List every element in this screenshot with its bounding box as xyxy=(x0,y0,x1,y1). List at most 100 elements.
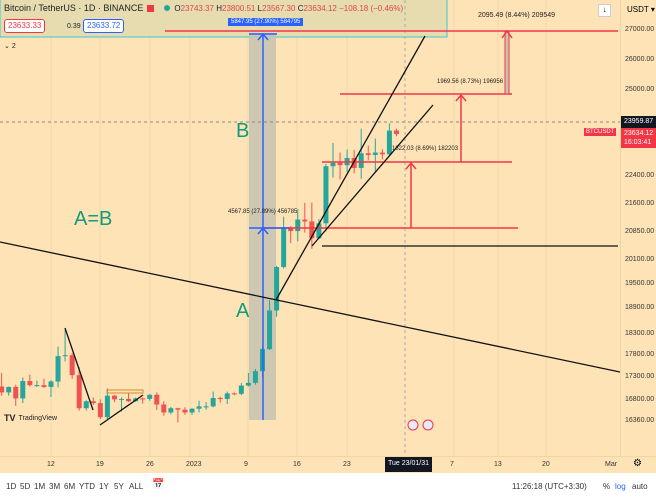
range-button-all[interactable]: ALL xyxy=(129,482,144,491)
chart-canvas[interactable] xyxy=(0,0,620,456)
range-label-a: 4567.85 (27.89%) 456785 xyxy=(228,209,298,215)
range-button-ytd[interactable]: YTD xyxy=(79,482,95,491)
percent-toggle[interactable]: % xyxy=(603,482,611,491)
time-tick: 7 xyxy=(450,461,454,468)
price-tick: 26000.00 xyxy=(625,55,655,63)
candle-body xyxy=(323,166,329,224)
time-tick: 19 xyxy=(96,461,104,468)
candle-body xyxy=(41,385,47,387)
candle-body xyxy=(210,397,216,407)
buy-button[interactable]: 23633.72 xyxy=(83,19,125,33)
price-tick: 18300.00 xyxy=(625,329,655,337)
candle-body xyxy=(309,221,315,239)
tradingview-logo[interactable]: TV TradingView xyxy=(4,413,58,423)
candle-body xyxy=(337,162,343,166)
price-tick: 27000.00 xyxy=(625,26,655,34)
wave-b-label: B xyxy=(236,120,250,142)
chart-legend: Bitcoin / TetherUS · 1D · BINANCE O23743… xyxy=(4,3,403,13)
target-drawings[interactable] xyxy=(165,29,618,229)
trend-lines[interactable] xyxy=(0,35,620,426)
price-tick: 16800.00 xyxy=(625,396,655,404)
range-measure-arrows[interactable] xyxy=(249,32,290,420)
price-tick: 16360.00 xyxy=(625,417,655,424)
spread-value: 0.39 xyxy=(67,23,81,30)
currency-select[interactable]: USDT ▾ xyxy=(627,5,655,14)
price-tick: 20850.00 xyxy=(625,227,655,235)
chart-pane[interactable]: Bitcoin / TetherUS · 1D · BINANCE O23743… xyxy=(0,0,620,456)
candle-body xyxy=(274,267,280,311)
indicators-toggle[interactable]: ⌄ 2 xyxy=(4,43,16,50)
candle-body xyxy=(90,401,96,404)
candle-body xyxy=(97,403,103,418)
date-range-calendar-icon[interactable]: 📅 xyxy=(152,479,165,490)
price-axis[interactable]: USDT ▾ 27000.00 26000.00 25000.00 22400.00 2… xyxy=(620,0,656,456)
range-button-1y[interactable]: 1Y xyxy=(99,482,109,491)
ohlc-values: O23743.37 H23800.51 L23567.30 C23634.12 … xyxy=(174,3,404,13)
candle-body xyxy=(161,404,167,413)
candle-body xyxy=(6,386,12,393)
auto-toggle[interactable]: auto xyxy=(632,482,648,491)
candle-body xyxy=(83,401,89,409)
time-tick: 9 xyxy=(244,461,248,468)
target-label-1: 1822.03 (8.69%) 182203 xyxy=(392,146,459,152)
price-tick: 20100.00 xyxy=(625,256,655,264)
time-axis[interactable]: 12 19 26 2023 9 16 23 7 13 20 Mar Tue 23/01/31 ⚙ xyxy=(0,456,656,473)
candle-body xyxy=(69,355,75,376)
candle-body xyxy=(245,382,251,386)
range-button-1m[interactable]: 1M xyxy=(34,482,46,491)
candle-body xyxy=(168,408,174,413)
event-flag-icon[interactable] xyxy=(422,419,434,431)
candle-body xyxy=(316,223,322,239)
crosshair-price-label: 23959.87 xyxy=(621,116,656,128)
candle-body xyxy=(330,162,336,167)
candle-body xyxy=(140,398,146,400)
indicators-count: 2 xyxy=(11,43,16,50)
candle-body xyxy=(182,409,188,413)
time-tick: 23 xyxy=(343,461,351,468)
candle-body xyxy=(196,406,202,409)
range-button-6m[interactable]: 6M xyxy=(64,482,76,491)
candle-body xyxy=(175,408,181,410)
symbol-title[interactable]: Bitcoin / TetherUS · 1D · BINANCE xyxy=(4,3,144,13)
event-flag-icon[interactable] xyxy=(407,419,419,431)
log-toggle[interactable]: log xyxy=(615,482,626,491)
price-tick: 17800.00 xyxy=(625,351,655,359)
candle-body xyxy=(393,130,399,135)
candle-body xyxy=(0,386,5,393)
candles xyxy=(0,123,399,423)
clock[interactable]: 11:26:18 (UTC+3:30) xyxy=(512,482,587,491)
candle-body xyxy=(119,398,124,400)
time-tick: 13 xyxy=(494,461,502,468)
candle-body xyxy=(302,219,308,222)
range-button-1d[interactable]: 1D xyxy=(6,482,17,491)
candle-body xyxy=(281,228,287,268)
target-label-2: 1969.56 (8.73%) 196956 xyxy=(437,79,504,85)
price-tick: 17300.00 xyxy=(625,373,655,381)
flag-icon[interactable] xyxy=(147,4,155,12)
candle-body xyxy=(62,355,68,357)
price-tick: 18900.00 xyxy=(625,304,655,312)
candle-body xyxy=(372,152,378,155)
candle-body xyxy=(217,397,223,399)
small-rectangle-drawing[interactable] xyxy=(106,389,144,394)
candle-body xyxy=(351,158,357,168)
time-tick: 16 xyxy=(293,461,301,468)
candle-body xyxy=(203,406,209,408)
target-label-3: 2095.49 (8.44%) 209549 xyxy=(478,12,556,19)
candle-body xyxy=(48,381,54,387)
candle-body xyxy=(252,371,258,383)
range-button-3m[interactable]: 3M xyxy=(49,482,61,491)
sell-button[interactable]: 23633.33 xyxy=(4,19,46,33)
settings-gear-icon[interactable]: ⚙ xyxy=(633,458,642,469)
range-button-5y[interactable]: 5Y xyxy=(114,482,124,491)
candle-body xyxy=(147,394,153,399)
range-button-5d[interactable]: 5D xyxy=(20,482,31,491)
candle-body xyxy=(238,385,244,394)
candle-body xyxy=(154,394,160,405)
candle-body xyxy=(76,375,82,409)
candle-body xyxy=(224,393,230,399)
time-tick: Mar xyxy=(605,461,618,468)
market-status-icon xyxy=(164,5,171,11)
candle-body xyxy=(358,153,364,168)
scroll-down-icon[interactable]: ↓ xyxy=(598,4,611,17)
